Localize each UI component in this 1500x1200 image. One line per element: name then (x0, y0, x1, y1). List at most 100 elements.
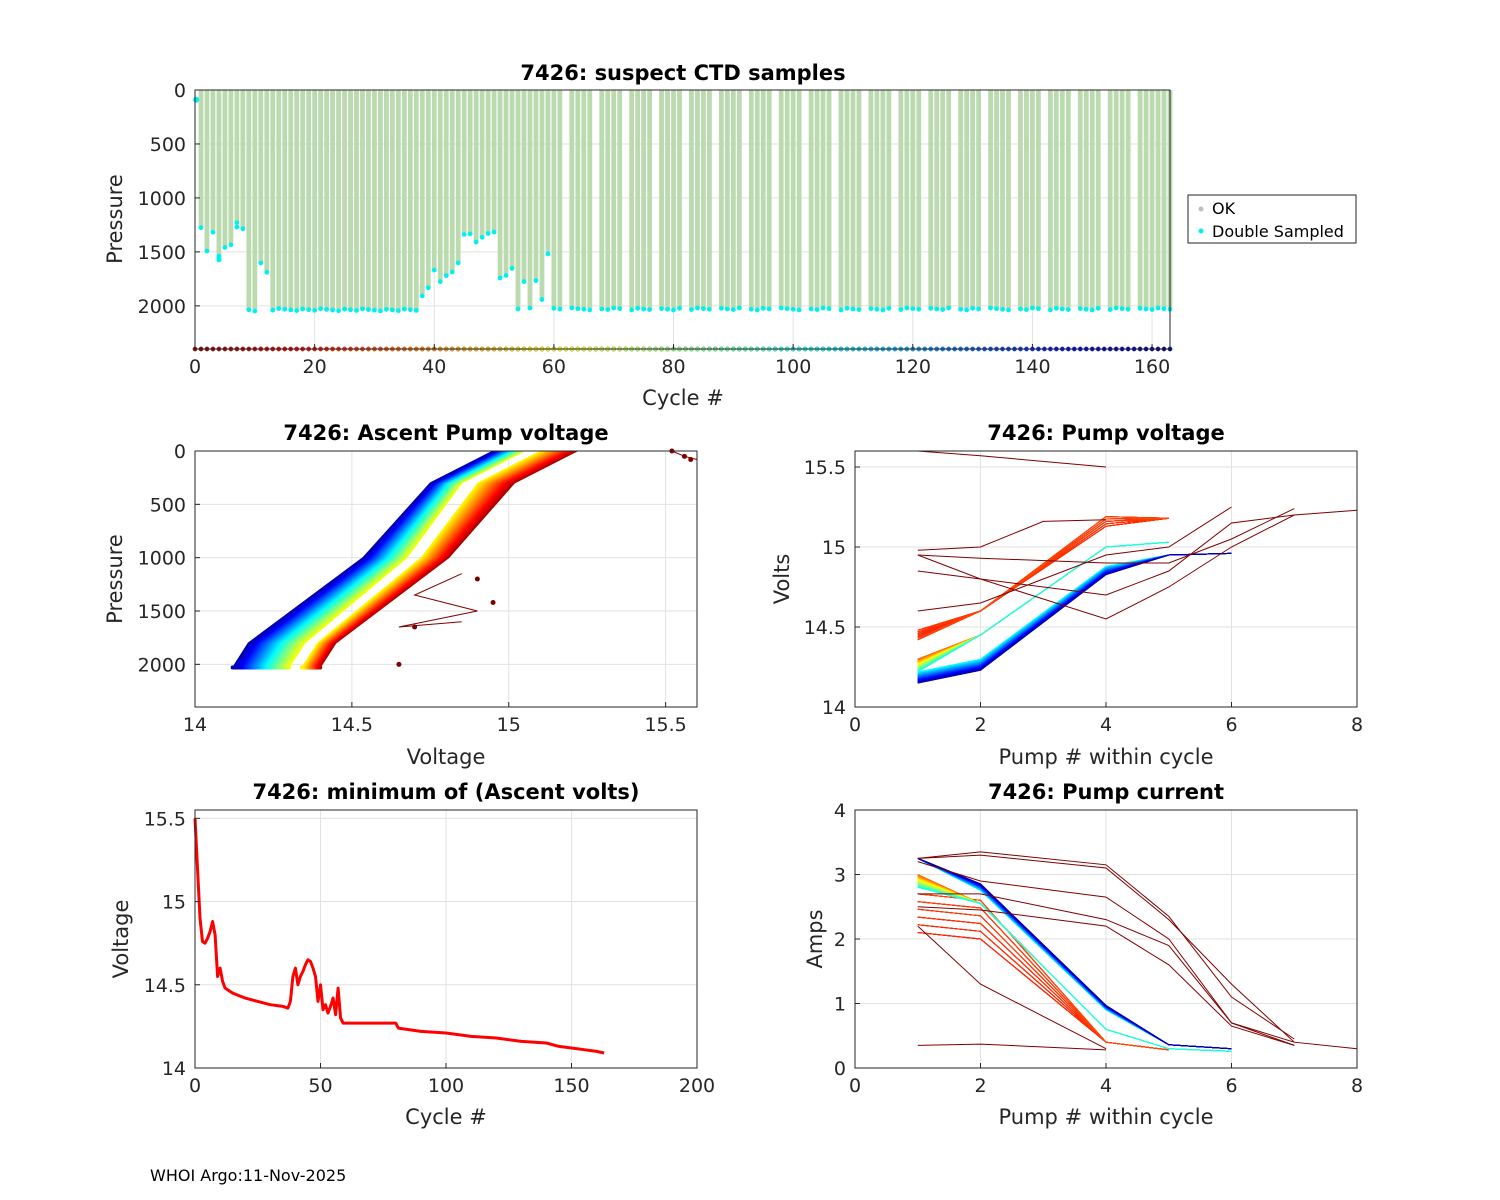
profile-bar (455, 90, 461, 262)
profile-bar (970, 90, 975, 308)
pump-current-outlier-line (917, 861, 1295, 1043)
double-sampled-point (826, 306, 832, 312)
profile-bar (988, 90, 993, 308)
double-sampled-point (880, 307, 886, 313)
panel-ascent: 7426: Ascent Pump voltage 14 14.5 15 15.5 0 5… (103, 421, 698, 769)
pump-voltage-outlier-line (917, 450, 1107, 468)
y-tick-label: 2 (834, 929, 846, 951)
profile-bar (1083, 90, 1089, 308)
plot-content (193, 818, 605, 1055)
double-sampled-point (1119, 306, 1125, 312)
profile-bar (1065, 90, 1071, 308)
double-sampled-point (330, 307, 335, 313)
profile-bar (348, 90, 353, 309)
double-sampled-point (988, 305, 993, 311)
legend-double-label: Double Sampled (1212, 222, 1344, 241)
double-sampled-point (958, 306, 964, 312)
double-sampled-point (1053, 305, 1059, 311)
profile-bar (551, 90, 557, 308)
profile-bar (270, 90, 276, 309)
outlier-point (396, 661, 402, 667)
profile-bar (1125, 90, 1131, 308)
profile-bar (282, 90, 288, 309)
double-sampled-point (193, 96, 200, 103)
profile-bar (1000, 90, 1005, 308)
profile-bar (1155, 90, 1161, 308)
double-sampled-point (1143, 306, 1149, 312)
minv-plot-area: 0 50 100 150 200 14 14.5 15 15.5 (144, 808, 715, 1097)
double-sampled-point (778, 305, 784, 311)
profile-bar (342, 90, 347, 309)
profile-bar (599, 90, 605, 308)
double-sampled-point (790, 306, 796, 312)
x-tick-label: 14.5 (331, 714, 373, 736)
double-sampled-point (964, 307, 970, 313)
profile-bar (659, 90, 664, 308)
profile-bar (252, 90, 258, 310)
profile-bar (1047, 90, 1053, 308)
axes-frame: 0 50 100 150 200 14 14.5 15 15.5 (144, 808, 715, 1097)
x-tick-label: 0 (849, 1075, 861, 1097)
double-sampled-point (545, 251, 551, 257)
profile-bar (605, 90, 611, 308)
pump-current-outlier-line (917, 893, 1295, 1046)
profile-bar (784, 90, 790, 308)
panel-pump-voltage: 7426: Pump voltage 0 2 4 6 8 14 14.5 15 15.5 Pum… (770, 421, 1363, 769)
ascent-title: 7426: Ascent Pump voltage (283, 421, 608, 445)
profile-bar (431, 90, 437, 270)
double-sampled-point (228, 242, 234, 248)
ascent-profile-line (301, 450, 542, 668)
pump-current-outlier-line (917, 1043, 1107, 1051)
double-sampled-point (736, 305, 742, 311)
profile-bar (336, 90, 341, 309)
double-sampled-point (677, 305, 682, 311)
profile-bar (886, 90, 892, 308)
minv-ylabel: Voltage (109, 900, 133, 979)
profile-bar (539, 90, 545, 299)
pump-voltage-outlier-line (917, 519, 1107, 551)
double-sampled-point (419, 293, 425, 299)
x-tick-label: 100 (428, 1075, 464, 1097)
y-tick-label: 14.5 (144, 975, 186, 997)
double-sampled-point (718, 305, 724, 311)
y-tick-label: 14.5 (804, 617, 846, 639)
double-sampled-point (342, 306, 347, 312)
profile-bar (724, 90, 730, 308)
double-sampled-point (1030, 305, 1035, 311)
double-sampled-point (300, 306, 306, 312)
profile-bar (898, 90, 904, 308)
profile-bar (443, 90, 449, 276)
plot-content (917, 851, 1358, 1052)
y-tick-label: 15.5 (144, 808, 186, 830)
profile-bar (611, 90, 617, 308)
double-sampled-point (354, 308, 359, 313)
profile-bar (1161, 90, 1167, 308)
y-tick-label: 1500 (138, 601, 186, 623)
double-sampled-point (707, 306, 712, 312)
ctd-legend: OK Double Sampled (1187, 194, 1357, 244)
profile-bar (1137, 90, 1143, 308)
profile-bar (437, 90, 443, 280)
profile-bar (1018, 90, 1023, 308)
axes-frame: 14 14.5 15 15.5 0 500 1000 1500 2000 (138, 441, 698, 736)
double-sampled-point (647, 307, 653, 313)
pump-voltage-line (917, 516, 1169, 639)
profile-bar (934, 90, 940, 308)
double-sampled-point (485, 231, 491, 236)
profile-bar (288, 90, 294, 309)
profile-bar (754, 90, 760, 308)
profile-bar (503, 90, 509, 274)
profile-bar (1143, 90, 1149, 308)
y-tick-label: 0 (834, 1058, 846, 1080)
profile-bar (294, 90, 300, 309)
profile-bar (629, 90, 635, 308)
double-sampled-point (1024, 307, 1029, 313)
y-tick-label: 3 (834, 865, 846, 887)
double-sampled-point (814, 307, 820, 313)
profile-bar (874, 90, 880, 308)
profile-bar (419, 90, 425, 294)
x-tick-label: 200 (679, 1075, 715, 1097)
double-sampled-point (605, 307, 611, 313)
double-sampled-point (868, 306, 874, 312)
ascent-plot-area: 14 14.5 15 15.5 0 500 1000 1500 2000 (138, 441, 698, 736)
